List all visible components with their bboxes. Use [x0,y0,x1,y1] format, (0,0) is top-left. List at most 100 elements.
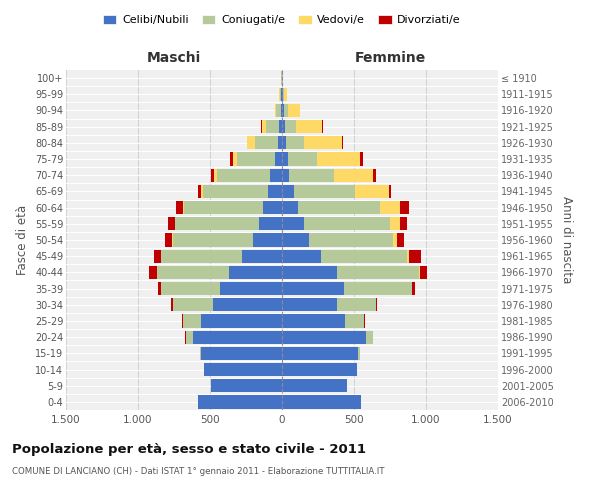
Bar [358,346,360,360]
Bar [288,152,317,166]
Bar [282,104,284,117]
Bar [344,282,412,295]
Bar [173,234,253,246]
Legend: Celibi/Nubili, Coniugati/e, Vedovi/e, Divorziati/e: Celibi/Nubili, Coniugati/e, Vedovi/e, Di… [99,10,465,30]
Bar [185,330,193,344]
Bar [282,282,344,295]
Bar [230,152,233,166]
Bar [282,120,285,134]
Bar [409,250,421,263]
Bar [229,266,282,279]
Bar [282,346,358,360]
Bar [282,88,283,101]
Bar [238,152,275,166]
Bar [282,396,361,408]
Bar [173,298,213,312]
Bar [282,250,321,263]
Bar [278,136,282,149]
Bar [184,201,263,214]
Bar [199,185,202,198]
Bar [365,330,373,344]
Bar [200,346,202,360]
Bar [275,152,282,166]
Bar [233,152,238,166]
Bar [284,88,287,101]
Bar [346,314,364,328]
Text: Maschi: Maschi [147,51,201,65]
Text: Popolazione per età, sesso e stato civile - 2011: Popolazione per età, sesso e stato civil… [12,442,366,456]
Y-axis label: Anni di nascita: Anni di nascita [560,196,573,284]
Bar [282,152,288,166]
Bar [275,104,276,117]
Bar [282,136,286,149]
Text: COMUNE DI LANCIANO (CH) - Dati ISTAT 1° gennaio 2011 - Elaborazione TUTTITALIA.I: COMUNE DI LANCIANO (CH) - Dati ISTAT 1° … [12,468,385,476]
Bar [217,168,271,182]
Bar [157,266,229,279]
Bar [334,168,373,182]
Bar [280,88,281,101]
Bar [293,185,355,198]
Bar [204,363,282,376]
Bar [165,234,172,246]
Bar [202,185,203,198]
Bar [202,314,282,328]
Bar [282,266,337,279]
Bar [337,266,419,279]
Bar [262,120,266,134]
Bar [373,168,376,182]
Bar [176,201,184,214]
Bar [282,298,337,312]
Bar [199,396,282,408]
Bar [310,234,393,246]
Bar [289,104,300,117]
Bar [158,282,161,295]
Bar [282,234,310,246]
Bar [279,120,282,134]
Bar [242,250,282,263]
Bar [281,104,282,117]
Bar [389,185,391,198]
Bar [259,217,282,230]
Bar [282,168,289,182]
Bar [337,298,376,312]
Bar [175,217,259,230]
Bar [286,136,304,149]
Bar [364,314,365,328]
Bar [202,346,282,360]
Bar [360,152,362,166]
Bar [253,234,282,246]
Bar [322,120,323,134]
Y-axis label: Fasce di età: Fasce di età [16,205,29,275]
Bar [282,314,346,328]
Bar [317,152,360,166]
Bar [282,379,347,392]
Bar [289,168,334,182]
Text: Femmine: Femmine [355,51,425,65]
Bar [376,298,377,312]
Bar [213,298,282,312]
Bar [211,379,282,392]
Bar [419,266,427,279]
Bar [355,185,389,198]
Bar [304,136,343,149]
Bar [263,201,282,214]
Bar [390,217,400,230]
Bar [254,136,278,149]
Bar [282,363,357,376]
Bar [266,120,279,134]
Bar [285,120,296,134]
Bar [154,250,161,263]
Bar [214,168,217,182]
Bar [271,168,282,182]
Bar [182,314,202,328]
Bar [282,217,304,230]
Bar [276,104,281,117]
Bar [298,201,380,214]
Bar [321,250,407,263]
Bar [393,234,397,246]
Bar [281,88,282,101]
Bar [283,88,284,101]
Bar [400,201,409,214]
Bar [407,250,409,263]
Bar [304,217,390,230]
